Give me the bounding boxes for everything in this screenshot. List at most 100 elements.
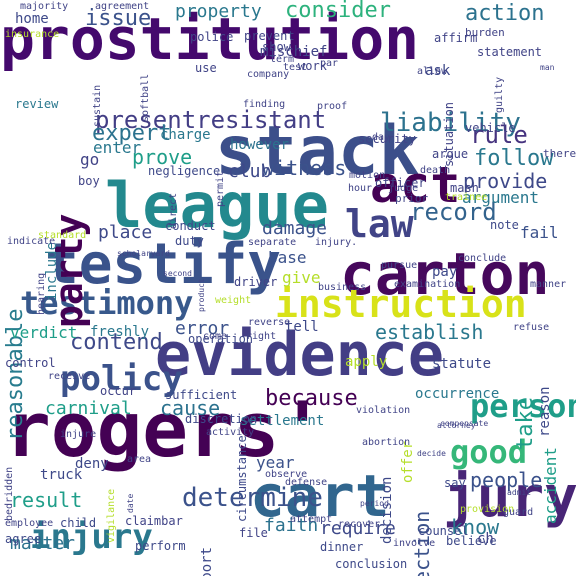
word-162: proof — [317, 101, 348, 112]
word-169: product — [197, 278, 206, 312]
word-98: file — [239, 526, 268, 540]
word-131: standard — [38, 230, 87, 241]
word-119: prior — [395, 192, 429, 205]
word-176: decide — [417, 449, 446, 458]
word-36: contend — [70, 330, 163, 355]
word-26: rule — [470, 121, 528, 149]
word-167: direct — [168, 192, 179, 229]
word-6: rogers' — [5, 385, 326, 474]
word-156: work — [298, 59, 327, 73]
word-135: injure — [60, 429, 97, 440]
word-51: error — [175, 318, 230, 339]
word-84: circumstance — [235, 435, 249, 522]
word-12: law — [345, 202, 414, 246]
word-69: pay — [432, 264, 458, 280]
word-118: trainee — [445, 192, 488, 203]
word-29: prove — [132, 145, 193, 169]
word-115: there — [543, 147, 576, 160]
word-152: softball — [140, 73, 151, 122]
word-93: counsel — [418, 524, 469, 538]
word-99: mischief — [260, 44, 328, 60]
word-148: area — [127, 454, 152, 465]
word-174: guard — [503, 507, 534, 518]
word-79: truck — [40, 467, 83, 483]
word-166: hour — [348, 183, 373, 194]
word-172: date — [126, 493, 135, 513]
word-141: attempt — [290, 514, 333, 525]
word-129: come — [203, 331, 228, 342]
word-160: use — [195, 61, 217, 75]
word-46: property — [175, 1, 262, 22]
word-153: sustain — [92, 84, 103, 127]
word-175: admit — [507, 488, 532, 497]
word-170: scholaryard — [117, 249, 170, 258]
word-127: reverse — [248, 317, 291, 328]
word-48: damage — [262, 218, 328, 239]
word-59: club — [228, 161, 272, 182]
word-20: liability — [380, 108, 521, 138]
word-75: occurrence — [415, 386, 500, 402]
word-97: conclusion — [335, 557, 408, 571]
word-83: sufficient — [165, 388, 238, 402]
word-103: police — [190, 30, 234, 44]
word-110: allow — [417, 66, 448, 77]
word-116: death — [420, 165, 451, 176]
word-42: people — [470, 468, 543, 492]
word-168: second — [163, 269, 192, 278]
word-128: right — [246, 331, 277, 342]
word-24: consider — [285, 0, 391, 23]
word-18: determine — [182, 483, 323, 513]
word-50: give — [282, 268, 321, 287]
word-68: note — [490, 218, 519, 232]
word-16: person — [470, 387, 576, 425]
word-140: defense — [285, 477, 328, 488]
word-81: settlement — [240, 413, 325, 429]
word-155: show — [262, 40, 291, 54]
word-145: provision — [460, 504, 515, 515]
word-3: testify — [45, 232, 282, 297]
word-105: burden — [465, 26, 505, 39]
word-77: reason — [537, 386, 553, 437]
word-138: activity — [206, 427, 255, 438]
word-150: conclude — [458, 253, 507, 264]
word-35: establish — [375, 320, 484, 344]
word-37: carnival — [45, 398, 132, 419]
word-0: prostitution — [0, 5, 420, 73]
word-94: say — [444, 476, 466, 490]
word-177: attorney — [437, 421, 476, 430]
word-73: occur — [100, 384, 137, 398]
word-56: review — [15, 97, 59, 111]
word-163: permit — [215, 170, 226, 207]
word-2: league — [105, 169, 329, 242]
word-111: guilty — [494, 76, 505, 113]
word-57: charge — [160, 127, 211, 143]
word-165: motion — [349, 170, 386, 181]
word-10: testimony — [20, 284, 194, 322]
word-173: vigilance — [106, 488, 117, 543]
word-85: faith — [264, 515, 319, 536]
word-64: conduct — [165, 219, 216, 233]
word-8: cart — [250, 462, 390, 530]
word-90: agree — [5, 532, 42, 546]
word-49: base — [268, 248, 307, 267]
word-159: par — [320, 58, 339, 69]
word-30: witness — [262, 156, 347, 180]
word-25: action — [465, 1, 545, 26]
word-157: company — [247, 69, 290, 80]
word-72: operation — [188, 332, 254, 346]
word-139: observe — [265, 469, 308, 480]
word-66: driver — [234, 275, 278, 289]
word-171: period — [360, 499, 389, 508]
word-22: record — [410, 198, 497, 226]
word-88: claimbar — [125, 514, 183, 528]
word-52: verdict — [10, 323, 78, 342]
word-58: however — [230, 137, 290, 153]
word-104: prevent — [244, 29, 295, 43]
word-143: recover — [338, 519, 381, 530]
word-33: because — [265, 386, 358, 411]
word-178: man — [540, 63, 555, 72]
word-41: know — [451, 515, 500, 539]
word-134: receive — [48, 371, 91, 382]
word-108: insurance — [5, 29, 60, 40]
word-15: injury — [30, 517, 153, 557]
